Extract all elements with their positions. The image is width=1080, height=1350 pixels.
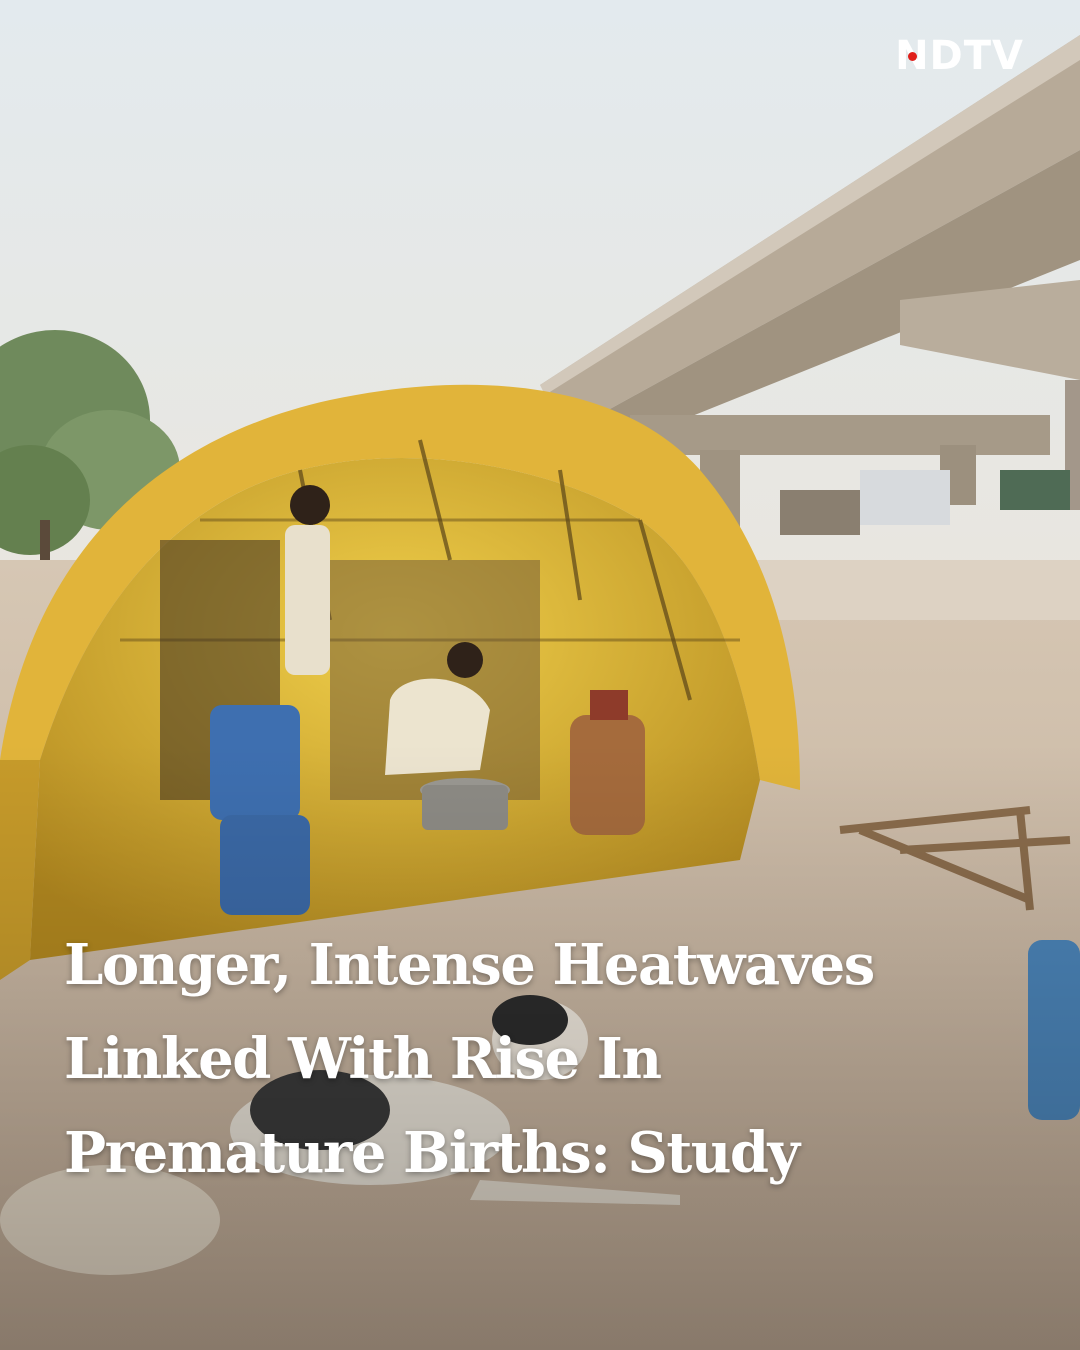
headline-line-2: Linked With Rise In <box>64 1026 662 1092</box>
ndtv-logo: NDTV <box>895 36 1024 76</box>
logo-dot-icon <box>908 52 918 61</box>
headline-line-1: Longer, Intense Heatwaves <box>64 932 875 998</box>
ndtv-logo-text: NDTV <box>895 36 1024 76</box>
headline-line-3: Premature Births: Study <box>64 1120 800 1186</box>
headline: Longer, Intense Heatwaves Linked With Ri… <box>64 918 1024 1200</box>
